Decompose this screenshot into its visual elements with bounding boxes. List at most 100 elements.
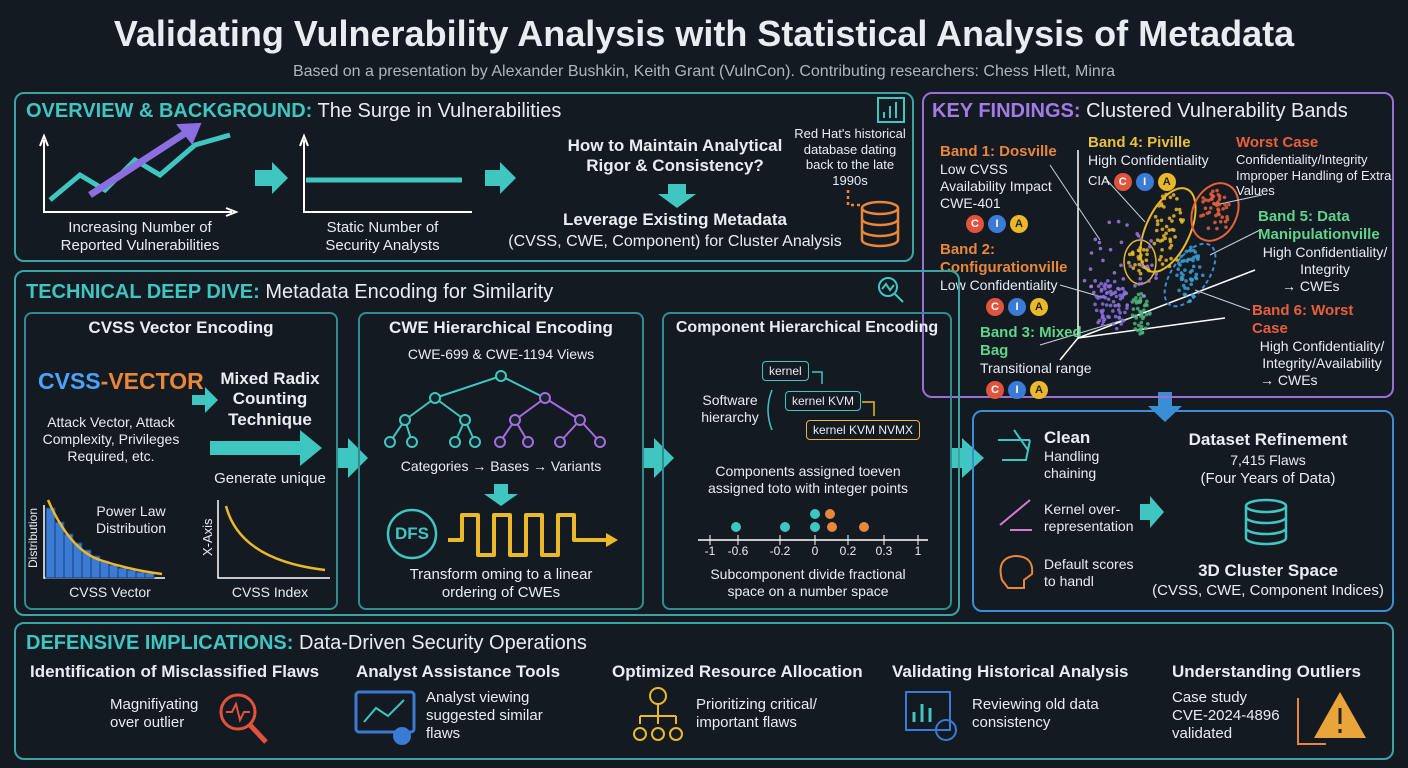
dfs-arrowhead <box>606 533 618 547</box>
cluster-scatter <box>1039 150 1263 361</box>
growth-chart <box>39 122 239 217</box>
implication-icons <box>219 687 1366 745</box>
cluster-dot <box>1121 277 1126 281</box>
cluster-dot <box>1160 227 1165 232</box>
badge: C <box>1113 172 1132 191</box>
cluster-dot <box>1149 239 1153 243</box>
cluster-dot <box>1175 273 1179 278</box>
cluster-dot <box>1159 202 1164 206</box>
cluster-dot <box>1140 260 1145 264</box>
cluster-dot <box>1227 202 1231 207</box>
cluster-dot <box>1108 303 1113 308</box>
cluster-dot <box>1137 248 1141 253</box>
cluster-dot <box>1224 225 1228 229</box>
cluster-dot <box>1175 258 1179 262</box>
cluster-dot <box>1172 228 1176 232</box>
cluster-dot <box>1189 245 1193 250</box>
badge: I <box>1008 297 1026 316</box>
hierarchy-connectors <box>767 371 875 431</box>
hierarchy-node: kernel <box>762 361 809 382</box>
cluster-dot <box>1139 291 1144 296</box>
cluster-dot <box>1160 238 1165 242</box>
cluster-dot <box>1217 212 1221 217</box>
cluster-dot <box>1142 308 1146 312</box>
cluster-dot <box>1223 202 1227 207</box>
cluster-dot <box>1119 240 1124 245</box>
cluster-dot <box>1108 247 1113 252</box>
dfs-circle <box>386 508 438 560</box>
index-chart <box>217 500 330 579</box>
cluster-dot <box>1216 192 1221 197</box>
cluster-dot <box>1182 292 1187 297</box>
cluster-dot <box>1138 246 1143 250</box>
cluster-dot <box>1154 276 1158 280</box>
search-icon <box>878 277 904 303</box>
implication-detail: Case study CVE-2024-4896 validated <box>1172 689 1280 742</box>
cluster-dot <box>1186 286 1190 291</box>
cluster-dot <box>1121 286 1125 291</box>
cluster-dot <box>1187 299 1192 304</box>
cluster-dot <box>1127 260 1131 265</box>
cluster-dot <box>1118 297 1123 301</box>
cluster-dot <box>1125 306 1129 311</box>
cluster-dot <box>1097 240 1102 245</box>
band-title: Band 1: Dosville <box>940 143 1057 160</box>
cluster-dot <box>1147 279 1151 283</box>
band-detail: Low Confidentiality <box>940 277 1058 293</box>
cluster-dot <box>1093 237 1098 242</box>
implications-heading: DEFENSIVE IMPLICATIONS: Data-Driven Secu… <box>26 631 587 655</box>
down-arrow <box>1148 392 1182 422</box>
refinement-item: Kernel over-representation <box>1044 501 1134 534</box>
flaws-count: 7,415 Flaws <box>1230 452 1306 468</box>
cluster-dot <box>1145 299 1149 304</box>
cluster-dot <box>1137 262 1142 267</box>
cluster-dot <box>1145 252 1149 257</box>
band-detail: Transitional range <box>980 360 1092 376</box>
cluster-dot <box>1118 293 1122 298</box>
flow-arrow <box>255 162 288 194</box>
cluster-dot <box>1215 226 1219 231</box>
cluster-dot <box>1139 237 1143 242</box>
big-arrow <box>338 438 368 478</box>
cluster-dot <box>1093 279 1097 283</box>
cluster-dot <box>1133 262 1137 267</box>
number-line-label: -0.6 <box>727 544 749 558</box>
flow-arrow <box>192 387 218 413</box>
hierarchy-label: Software hierarchy <box>701 392 759 425</box>
cluster-dot <box>1104 291 1109 296</box>
cluster-dot <box>1112 270 1117 275</box>
number-line <box>698 509 928 545</box>
cluster-dot <box>1145 264 1150 269</box>
band-detail: High Confidentiality/ Integrity/Availabi… <box>1259 338 1385 371</box>
cluster-dot <box>1145 303 1149 308</box>
implication-detail: Prioritizing critical/ important flaws <box>696 696 817 731</box>
badge: A <box>1010 215 1028 234</box>
technique: Mixed Radix Counting Technique <box>220 369 320 429</box>
cluster-dot <box>1222 195 1227 200</box>
cluster-dot <box>1106 297 1111 302</box>
cluster-dot <box>1170 219 1174 223</box>
badge: I <box>1008 380 1026 399</box>
findings-heading: KEY FINDINGS: Clustered Vulnerability Ba… <box>932 99 1348 123</box>
cluster-dot <box>1138 299 1143 304</box>
database-icon <box>846 190 900 248</box>
cluster-dot <box>1186 257 1190 262</box>
cluster-dot <box>1117 304 1121 308</box>
cluster-dot <box>1134 296 1138 300</box>
cluster-dot <box>1225 217 1230 222</box>
cluster-dot <box>1215 201 1219 206</box>
cluster-dot <box>1138 296 1143 300</box>
cluster-dot <box>1137 268 1141 273</box>
cluster-dot <box>1157 204 1161 208</box>
badge: C <box>966 215 984 234</box>
cluster-dot <box>1196 257 1200 261</box>
band-cwes: → CWEs <box>1282 277 1340 294</box>
heading-bold: KEY FINDINGS: <box>932 100 1081 122</box>
cluster-dot <box>1150 263 1154 267</box>
cluster-dot <box>1135 306 1140 311</box>
badge: I <box>988 215 1006 234</box>
cluster-dot <box>1116 286 1120 291</box>
logo-part: - <box>100 368 109 394</box>
